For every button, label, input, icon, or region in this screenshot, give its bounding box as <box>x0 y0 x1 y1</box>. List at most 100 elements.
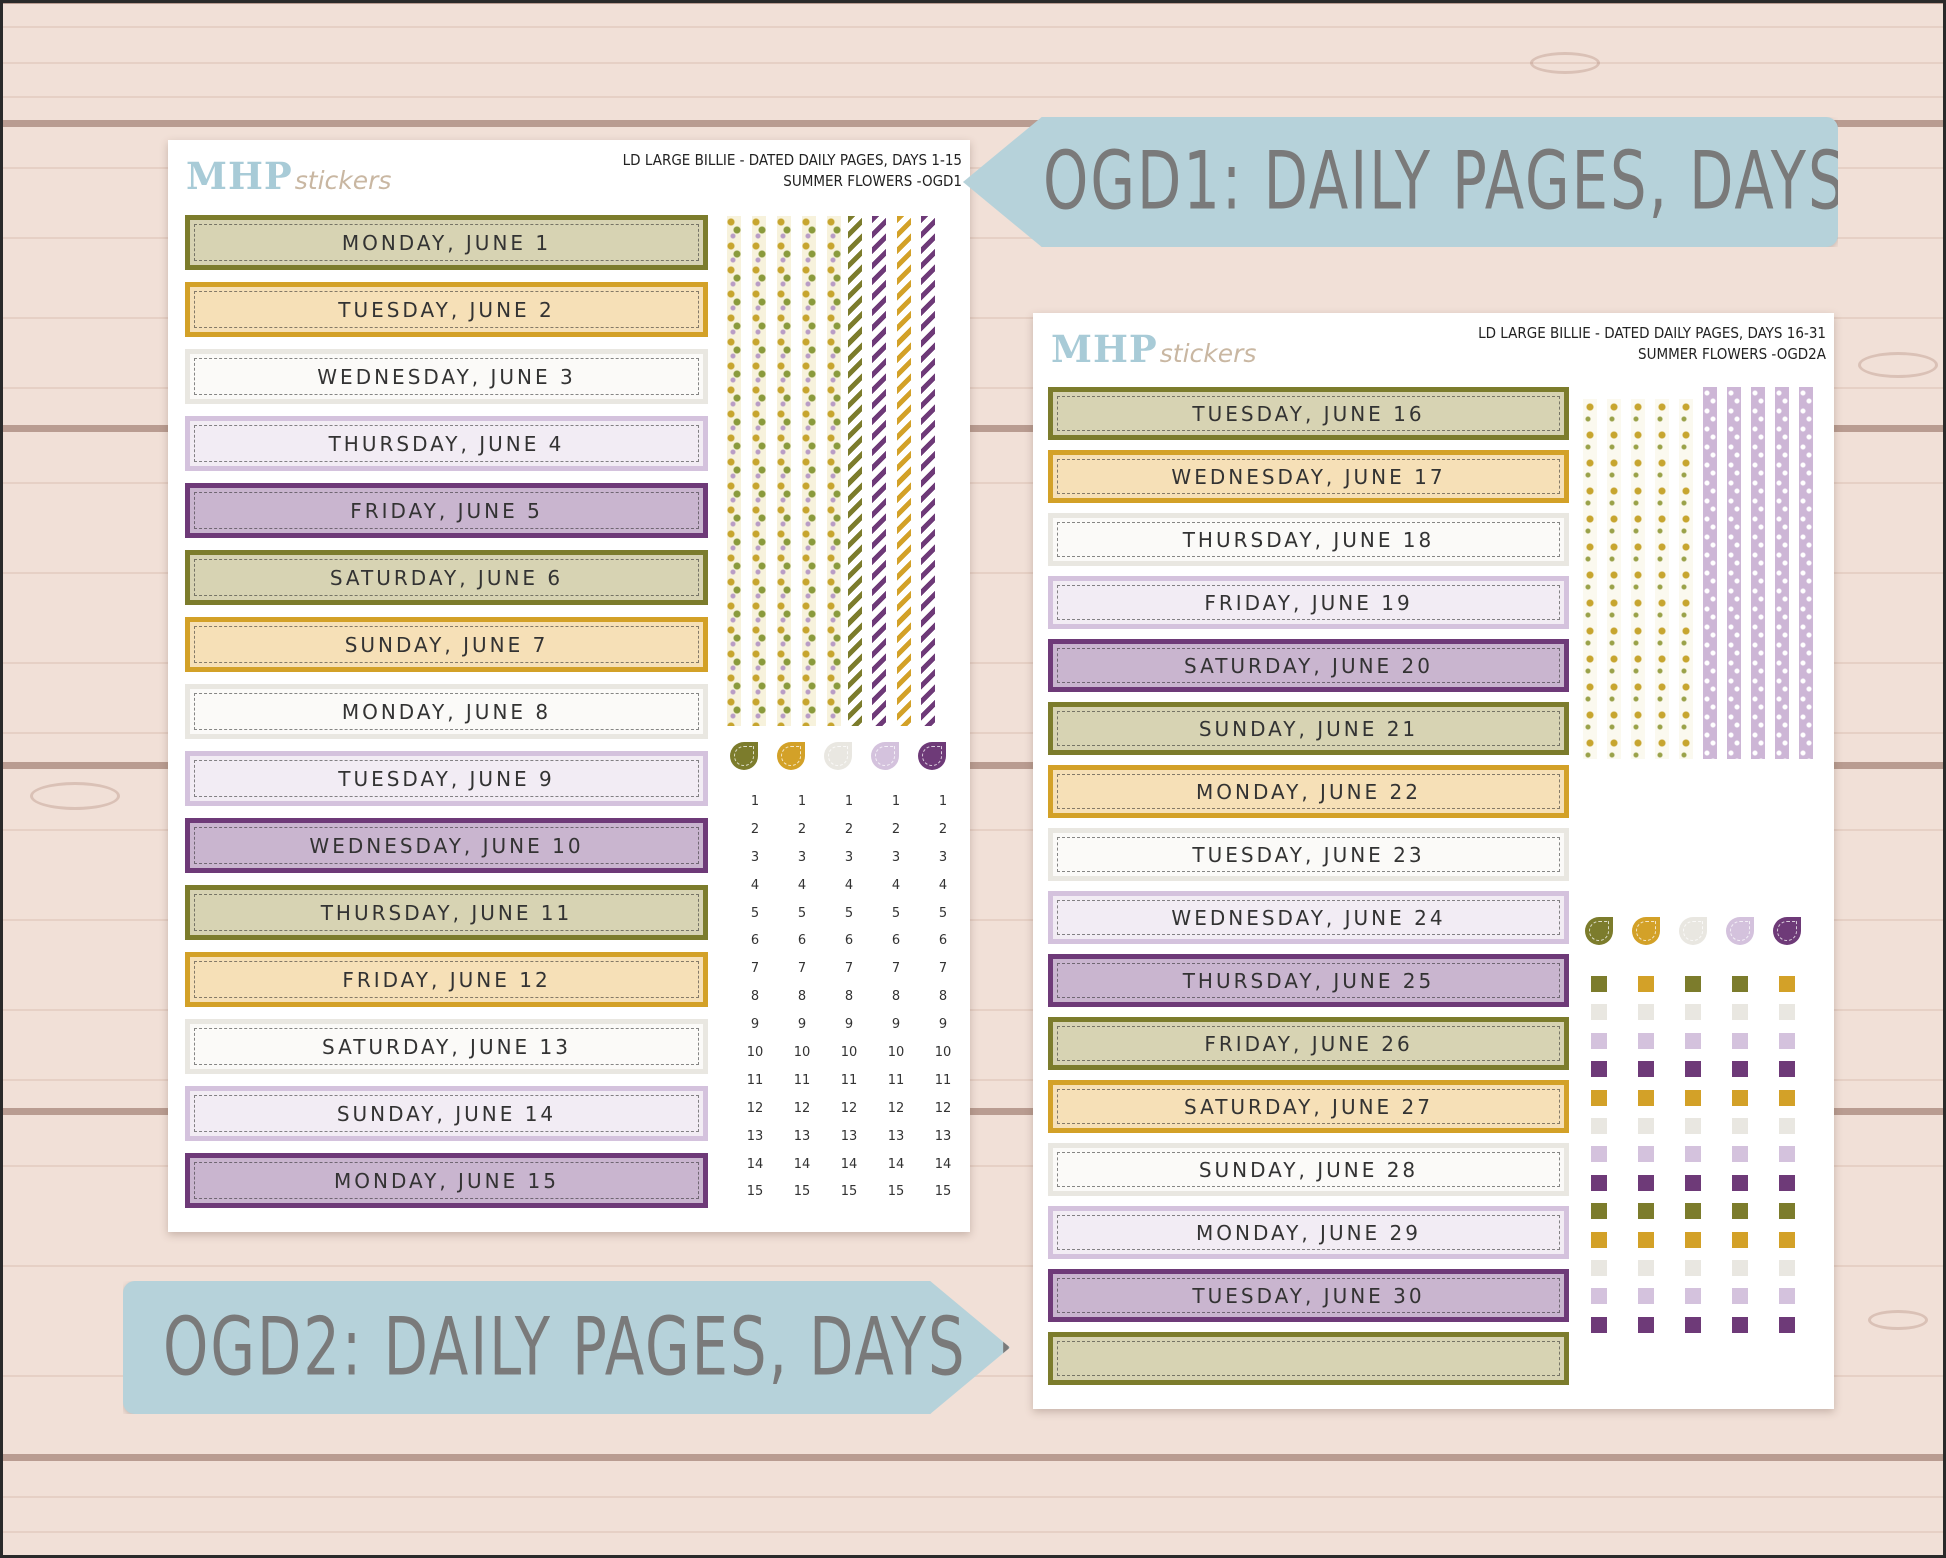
washi-strip <box>848 216 862 726</box>
checkbox-square <box>1732 1146 1748 1163</box>
number-sticker: 11 <box>746 1072 764 1088</box>
number-sticker: 14 <box>840 1156 858 1172</box>
washi-strip <box>1583 399 1597 759</box>
wood-plank <box>0 432 1946 762</box>
day-label-text: FRIDAY, JUNE 12 <box>342 967 551 992</box>
number-sticker: 14 <box>793 1156 811 1172</box>
washi-strip <box>1655 399 1669 759</box>
checkbox-square <box>1732 976 1748 992</box>
number-sticker: 6 <box>938 933 948 949</box>
number-sticker: 3 <box>938 849 948 865</box>
number-sticker: 6 <box>891 933 901 949</box>
checkbox-square <box>1638 1288 1654 1305</box>
washi-strip <box>897 216 911 726</box>
number-sticker: 1 <box>844 794 854 809</box>
day-label-text: TUESDAY, JUNE 30 <box>1192 1283 1425 1308</box>
checkbox-square <box>1779 1316 1795 1333</box>
checkbox-square <box>1591 1259 1607 1276</box>
day-label-text: WEDNESDAY, JUNE 10 <box>309 833 584 858</box>
day-label-blank <box>1048 1332 1569 1385</box>
checkbox-square <box>1779 1117 1795 1134</box>
number-sticker: 14 <box>934 1156 952 1172</box>
checkbox-square <box>1732 1231 1748 1248</box>
number-sticker: 13 <box>746 1128 764 1144</box>
banner-ogd2: OGD2: DAILY PAGES, DAYS 16-31 <box>123 1281 1010 1414</box>
washi-strip <box>1775 387 1789 759</box>
number-sticker: 12 <box>746 1100 764 1116</box>
day-label: FRIDAY, JUNE 5 <box>185 483 708 538</box>
checkbox-square <box>1732 1117 1748 1134</box>
number-sticker: 1 <box>797 794 807 809</box>
checkbox-column <box>1732 976 1748 1345</box>
number-column: 1 2 3 4 5 6 7 8 9 10 11 12 13 14 15 <box>930 788 956 1206</box>
number-sticker: 8 <box>797 989 807 1005</box>
day-label: SUNDAY, JUNE 28 <box>1048 1143 1569 1196</box>
banner-ogd1: OGD1: DAILY PAGES, DAYS 1-15 <box>963 117 1838 247</box>
checkbox-square <box>1779 1061 1795 1078</box>
wood-plank <box>0 4 1946 122</box>
number-sticker: 9 <box>891 1017 901 1033</box>
day-label-text: WEDNESDAY, JUNE 24 <box>1171 905 1446 930</box>
checkbox-square <box>1638 1203 1654 1220</box>
number-sticker: 11 <box>840 1072 858 1088</box>
day-label-text: MONDAY, JUNE 29 <box>1195 1220 1421 1245</box>
checkbox-column <box>1779 976 1795 1345</box>
day-label-text: TUESDAY, JUNE 9 <box>338 766 555 791</box>
number-sticker: 13 <box>840 1128 858 1144</box>
number-sticker: 1 <box>891 794 901 809</box>
washi-strip <box>827 216 841 726</box>
number-sticker: 4 <box>938 877 948 893</box>
number-sticker: 9 <box>844 1017 854 1033</box>
sheet-title-line1: LD LARGE BILLIE - DATED DAILY PAGES, DAY… <box>1478 324 1826 342</box>
checkbox-square <box>1591 1231 1607 1248</box>
checkbox-square <box>1779 1032 1795 1049</box>
day-label-text: THURSDAY, JUNE 4 <box>328 431 565 456</box>
number-sticker: 6 <box>844 933 854 949</box>
number-sticker: 2 <box>750 821 760 837</box>
checkbox-square <box>1591 1316 1607 1333</box>
number-sticker: 8 <box>891 989 901 1005</box>
checkbox-square <box>1591 1061 1607 1078</box>
banner-ogd1-text: OGD1: DAILY PAGES, DAYS 1-15 <box>1043 135 1946 229</box>
plank-divider <box>0 1454 1946 1461</box>
day-label-text: MONDAY, JUNE 15 <box>333 1168 559 1193</box>
plank-divider <box>0 762 1946 769</box>
checkbox-square <box>1591 1174 1607 1191</box>
sticker-sheet-ogd2: MHPstickers LD LARGE BILLIE - DATED DAIL… <box>1033 313 1834 1409</box>
day-label-text: THURSDAY, JUNE 25 <box>1182 968 1435 993</box>
checkbox-square <box>1732 1032 1748 1049</box>
day-label: TUESDAY, JUNE 16 <box>1048 387 1569 440</box>
logo-mhp: MHP <box>1051 327 1158 371</box>
checkbox-square <box>1685 1004 1701 1021</box>
day-label: MONDAY, JUNE 22 <box>1048 765 1569 818</box>
plank-divider <box>0 1108 1946 1115</box>
day-label: MONDAY, JUNE 1 <box>185 215 708 270</box>
day-label: WEDNESDAY, JUNE 3 <box>185 349 708 404</box>
number-sticker: 12 <box>887 1100 905 1116</box>
drop-sticker-olive <box>730 742 758 770</box>
day-label-text: MONDAY, JUNE 8 <box>341 699 552 724</box>
number-sticker: 10 <box>840 1045 858 1061</box>
number-sticker: 2 <box>797 821 807 837</box>
drop-sticker-mustard <box>777 742 805 770</box>
checkbox-square <box>1591 1032 1607 1049</box>
logo-stickers: stickers <box>1159 339 1257 368</box>
checkbox-square <box>1779 976 1795 992</box>
day-label: FRIDAY, JUNE 26 <box>1048 1017 1569 1070</box>
banner-ogd2-text: OGD2: DAILY PAGES, DAYS 16-31 <box>163 1301 1165 1394</box>
day-label: SATURDAY, JUNE 27 <box>1048 1080 1569 1133</box>
day-label-text: SATURDAY, JUNE 27 <box>1184 1094 1433 1119</box>
number-sticker: 12 <box>840 1100 858 1116</box>
day-label: MONDAY, JUNE 29 <box>1048 1206 1569 1259</box>
number-sticker: 13 <box>887 1128 905 1144</box>
checkbox-square <box>1732 1174 1748 1191</box>
day-label: TUESDAY, JUNE 23 <box>1048 828 1569 881</box>
number-sticker: 3 <box>750 849 760 865</box>
number-sticker: 3 <box>844 849 854 865</box>
checkbox-square <box>1685 1259 1701 1276</box>
number-sticker: 4 <box>891 877 901 893</box>
number-sticker: 10 <box>887 1045 905 1061</box>
number-sticker: 15 <box>840 1184 858 1200</box>
checkbox-square <box>1779 1089 1795 1106</box>
plank-divider <box>0 425 1946 432</box>
